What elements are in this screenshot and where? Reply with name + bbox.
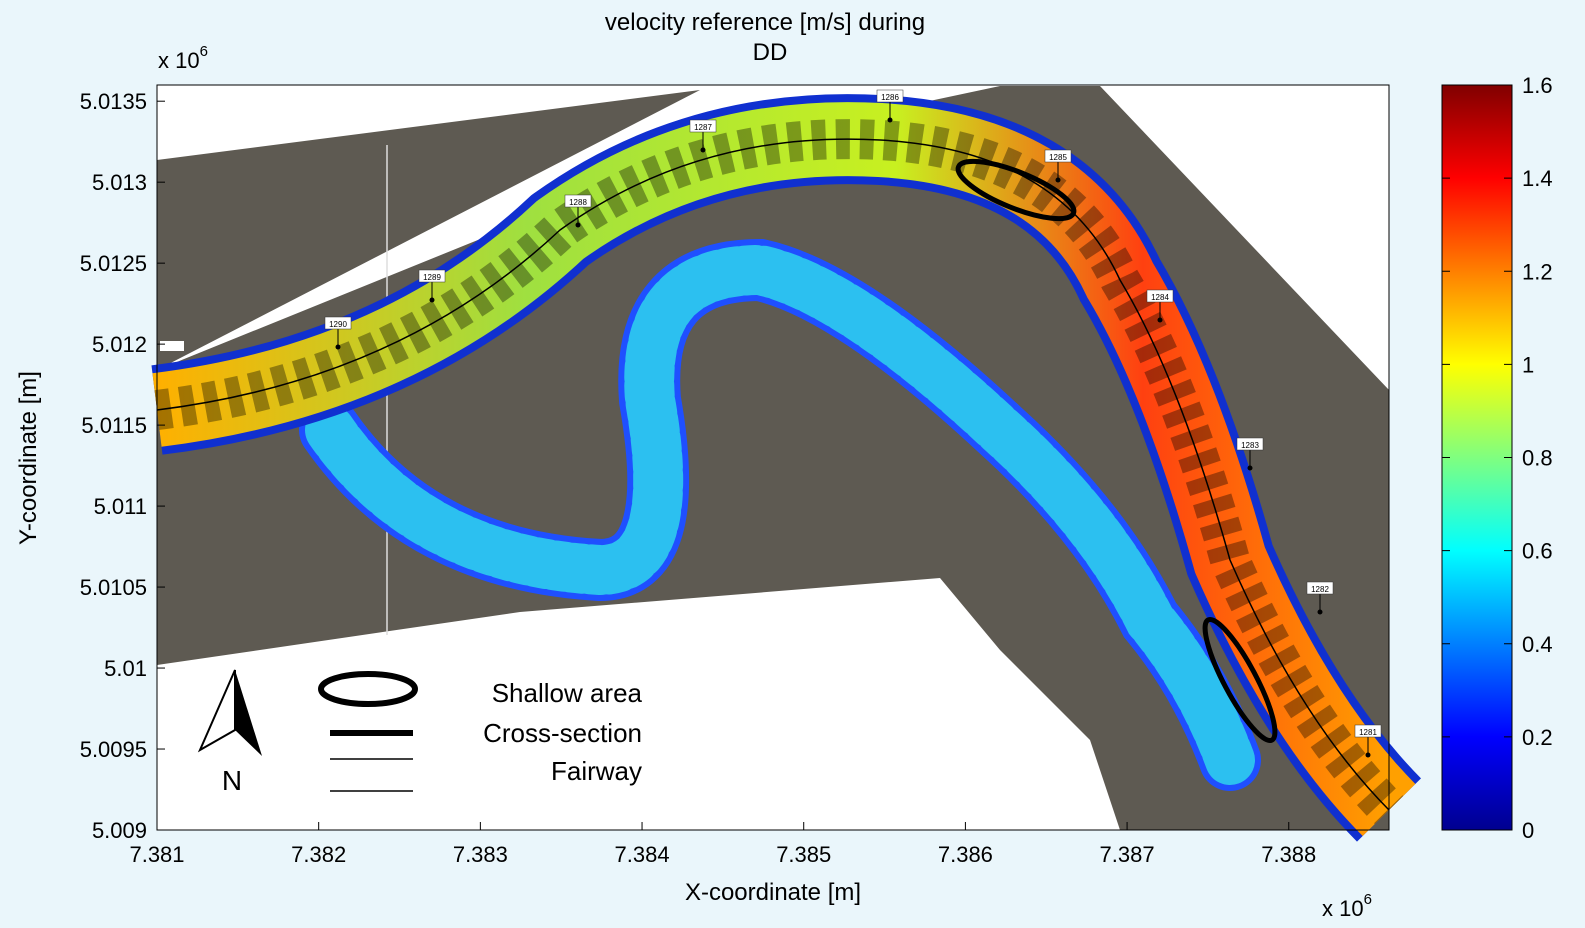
y-tick-label: 5.0125	[80, 251, 147, 276]
marker	[160, 341, 184, 351]
cross-section-box	[418, 269, 446, 283]
cross-section-box	[1146, 289, 1174, 303]
cross-section-dot	[429, 297, 435, 303]
cross-section-dot	[887, 117, 893, 123]
cross-section-box	[1044, 149, 1072, 163]
y-tick-label: 5.012	[92, 332, 147, 357]
satellite-image	[157, 90, 700, 370]
cross-section-label: 1287	[694, 123, 712, 132]
cross-section-dot	[1365, 752, 1371, 758]
y-tick-label: 5.01	[104, 656, 147, 681]
cross-section-label: 1284	[1151, 293, 1169, 302]
cross-section-dot	[1157, 317, 1163, 323]
y-tick-label: 5.0105	[80, 575, 147, 600]
x-multiplier: x 106	[1322, 891, 1372, 921]
y-tick-label: 5.0095	[80, 737, 147, 762]
colorbar-tick-label: 0.8	[1522, 446, 1553, 471]
cross-section-dot	[1055, 177, 1061, 183]
cross-section-dot	[700, 147, 706, 153]
cross-section-box	[564, 194, 592, 208]
legend-entry: Cross-section	[483, 718, 642, 748]
y-axis-label: Y-coordinate [m]	[15, 371, 42, 545]
title: DD	[753, 39, 788, 66]
x-axis-label: X-coordinate [m]	[685, 879, 861, 906]
colorbar-tick-label: 1.6	[1522, 73, 1553, 98]
north-label: N	[222, 765, 242, 796]
colorbar-tick-label: 1.4	[1522, 166, 1553, 191]
colorbar-tick-label: 0.4	[1522, 632, 1553, 657]
cross-section-label: 1283	[1241, 441, 1259, 450]
title: velocity reference [m/s] during	[605, 9, 925, 36]
cross-section-label: 1288	[569, 198, 587, 207]
x-tick-label: 7.383	[453, 842, 508, 867]
cross-section-label: 1285	[1049, 153, 1067, 162]
legend-entry: Fairway	[551, 756, 642, 786]
colorbar-tick-label: 0	[1522, 818, 1534, 843]
x-tick-label: 7.387	[1100, 842, 1155, 867]
colorbar-tick-label: 0.6	[1522, 539, 1553, 564]
x-tick-label: 7.386	[938, 842, 993, 867]
y-tick-label: 5.0135	[80, 89, 147, 114]
colorbar-tick-label: 0.2	[1522, 725, 1553, 750]
y-tick-label: 5.011	[94, 494, 147, 519]
side-channel	[305, 244, 1255, 785]
colorbar-tick-label: 1.2	[1522, 259, 1553, 284]
cross-section-box	[324, 316, 352, 330]
cross-section-box	[689, 119, 717, 133]
cross-section-label: 1290	[329, 320, 347, 329]
legend-shallow-symbol	[318, 671, 418, 707]
shallow-area	[955, 158, 1077, 222]
y-tick-label: 5.009	[92, 818, 147, 843]
north-arrow	[235, 670, 262, 756]
x-tick-label: 7.385	[776, 842, 831, 867]
cross-section-box	[1236, 437, 1264, 451]
y-tick-label: 5.0115	[81, 413, 147, 438]
cross-section-box	[1306, 581, 1334, 595]
x-tick-label: 7.382	[291, 842, 346, 867]
legend-entry: Shallow area	[492, 678, 643, 708]
cross-section-label: 1289	[423, 273, 441, 282]
cross-section-label: 1286	[881, 93, 899, 102]
y-multiplier: x 106	[158, 43, 208, 73]
cross-section-dot	[1317, 609, 1323, 615]
x-tick-label: 7.384	[615, 842, 670, 867]
shallow-area	[1202, 616, 1278, 744]
axes-box	[156, 84, 1390, 831]
colorbar-tick-label: 1	[1522, 352, 1534, 377]
x-tick-label: 7.388	[1261, 842, 1316, 867]
cross-section-dot	[1247, 465, 1253, 471]
y-tick-label: 5.013	[92, 170, 147, 195]
cross-section-dot	[335, 344, 341, 350]
cross-section-box	[1354, 724, 1382, 738]
cross-section-dot	[575, 222, 581, 228]
x-tick-label: 7.381	[129, 842, 184, 867]
cross-section-label: 1281	[1359, 728, 1377, 737]
cross-section-label: 1282	[1311, 585, 1329, 594]
cross-section-box	[876, 89, 904, 103]
colorbar	[1441, 84, 1513, 831]
